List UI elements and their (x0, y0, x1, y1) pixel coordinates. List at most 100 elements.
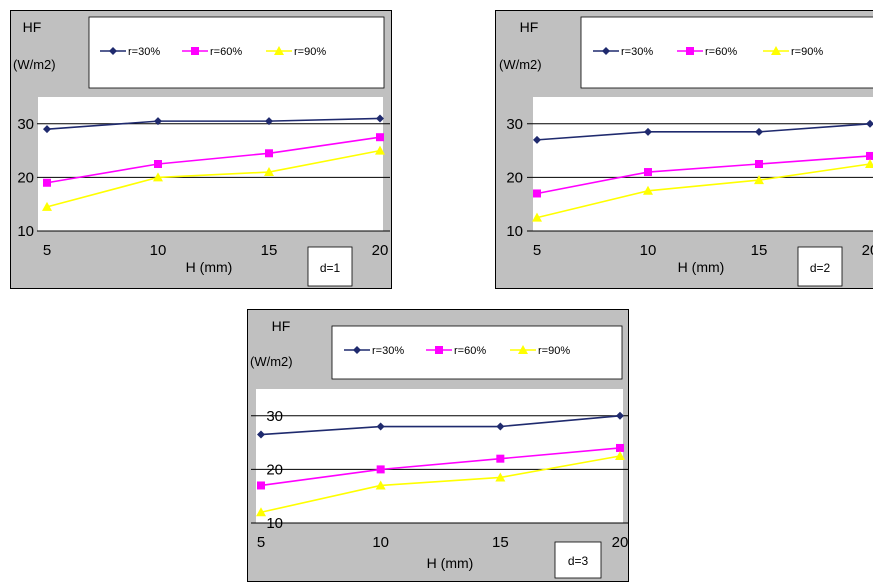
data-point (755, 160, 763, 168)
data-point (376, 465, 385, 474)
data-point (43, 178, 51, 187)
data-point (375, 480, 386, 490)
legend-label: r=30% (372, 345, 404, 357)
y-tick-label: 30 (266, 408, 283, 425)
data-point (154, 160, 162, 168)
data-point (265, 149, 273, 158)
data-point (533, 189, 541, 198)
series-markers (42, 114, 385, 211)
legend-label: r=90% (538, 345, 570, 357)
x-tick-label: 20 (372, 242, 389, 259)
x-tick-label: 20 (612, 534, 629, 551)
y-axis-label-line1: HF (23, 19, 42, 35)
legend-marker (109, 47, 117, 55)
series-line (46, 136, 381, 184)
data-point (265, 117, 273, 126)
data-point (755, 127, 763, 136)
legend-box (331, 325, 623, 380)
plot-area (533, 97, 873, 231)
x-tick-label: 5 (43, 242, 51, 259)
x-axis-label: H (mm) (427, 555, 474, 571)
data-point (616, 443, 624, 452)
legend-marker (518, 345, 528, 354)
data-point (376, 133, 384, 142)
legend-marker (191, 47, 199, 55)
series-lines (46, 117, 381, 208)
data-point (264, 167, 274, 177)
y-tick-label: 20 (506, 169, 523, 186)
x-tick-labels: 5 10 15 20 (257, 534, 629, 551)
data-point (754, 175, 764, 185)
data-point (154, 117, 162, 126)
legend-label: r=30% (621, 46, 653, 58)
annotation-box (307, 246, 353, 287)
legend-marker (353, 346, 361, 354)
legend-marker (435, 346, 443, 354)
plot-area (256, 389, 623, 523)
gridlines (37, 123, 390, 232)
data-point (375, 145, 385, 155)
data-point (644, 168, 652, 177)
y-tick-labels: 10 20 30 (506, 116, 523, 240)
y-tick-label: 10 (506, 223, 523, 240)
series-line (46, 117, 381, 130)
legend-marker (771, 46, 781, 55)
x-tick-label: 15 (751, 242, 768, 259)
y-tick-labels: 10 20 30 (17, 116, 34, 240)
data-point (42, 201, 52, 211)
annotation-label: d=1 (320, 261, 341, 275)
x-tick-label: 10 (150, 242, 167, 259)
y-tick-label: 10 (17, 223, 34, 240)
legend-marker (686, 47, 694, 55)
x-axis-label: H (mm) (186, 259, 233, 275)
data-point (256, 507, 266, 517)
annotation-label: d=3 (568, 554, 589, 568)
series-line (536, 123, 871, 141)
data-point (866, 151, 873, 160)
y-tick-label: 10 (266, 515, 283, 532)
y-axis-label-line2: (W/m2) (499, 57, 542, 72)
data-point (257, 481, 265, 490)
y-axis-label-line2: (W/m2) (13, 57, 56, 72)
legend-label: r=30% (128, 46, 160, 58)
y-axis-label-line1: HF (272, 318, 291, 334)
series-lines (260, 415, 621, 514)
x-tick-labels: 5 10 15 20 (43, 242, 389, 259)
legend-label: r=60% (705, 46, 737, 58)
y-tick-label: 20 (17, 169, 34, 186)
plot-area (38, 97, 383, 231)
y-axis-label-line2: (W/m2) (250, 354, 293, 369)
x-tick-label: 10 (372, 534, 389, 551)
y-tick-label: 20 (266, 461, 283, 478)
data-point (376, 422, 385, 431)
data-point (643, 185, 653, 195)
data-point (644, 127, 652, 136)
data-point (616, 411, 624, 420)
data-point (866, 119, 873, 128)
series-line (260, 447, 621, 487)
x-tick-labels: 5 10 15 20 (533, 242, 873, 259)
data-point (43, 125, 51, 134)
legend-label: r=90% (294, 46, 326, 58)
data-point (865, 159, 873, 168)
data-point (495, 472, 506, 482)
x-tick-label: 5 (257, 534, 265, 551)
annotation-box (797, 246, 843, 287)
y-tick-label: 30 (17, 116, 34, 133)
x-tick-label: 10 (640, 242, 657, 259)
chart-d2: 10 20 30 5 10 15 20 HF (W/m2) H (mm) r=30% r=6… (495, 10, 873, 289)
series-markers (256, 411, 625, 517)
series-markers (532, 119, 873, 222)
gridlines (251, 415, 629, 524)
legend: r=30% r=60% r=90% (100, 46, 326, 58)
x-tick-label: 5 (533, 242, 541, 259)
y-axis-label-line1: HF (520, 19, 539, 35)
data-point (257, 430, 265, 439)
legend-label: r=90% (791, 46, 823, 58)
data-point (533, 135, 541, 144)
y-tick-label: 30 (506, 116, 523, 133)
series-line (536, 163, 871, 219)
series-line (260, 455, 621, 514)
legend-box (580, 16, 873, 89)
x-tick-label: 20 (862, 242, 873, 259)
